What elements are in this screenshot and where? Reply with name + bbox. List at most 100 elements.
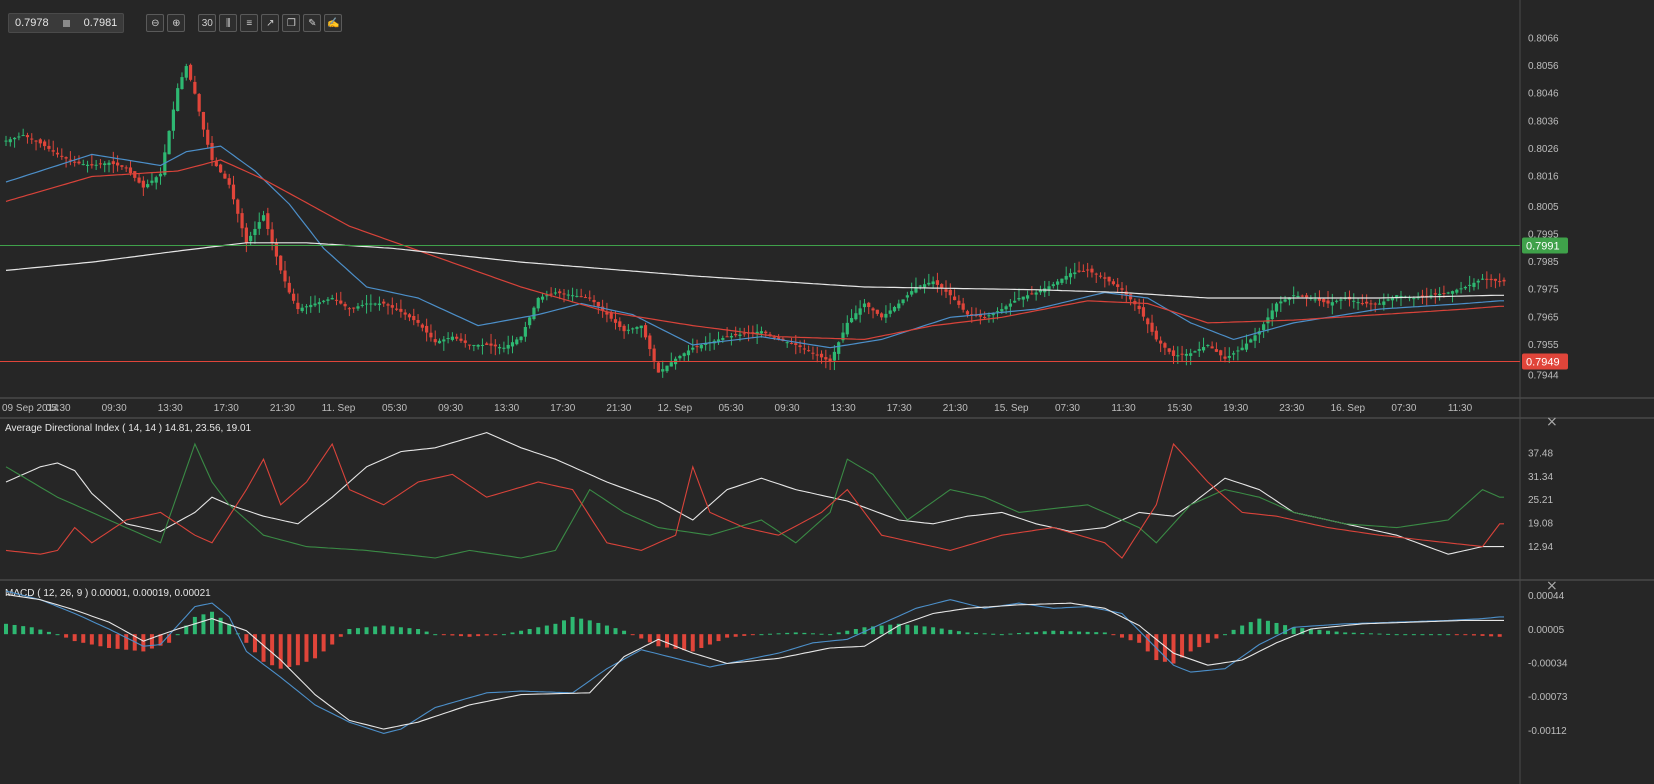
zoom-out-icon[interactable]: ⊖: [146, 14, 165, 32]
candle-body: [360, 304, 364, 306]
macd-histogram-bar: [424, 631, 429, 635]
macd-histogram-bar: [682, 634, 687, 651]
candle-body: [158, 173, 163, 177]
candle-body: [1249, 339, 1253, 343]
time-axis-tick: 05:30: [382, 403, 407, 414]
macd-histogram-bar: [1171, 634, 1176, 664]
macd-histogram-bar: [4, 623, 8, 635]
macd-axis-tick: -0.00073: [1528, 692, 1568, 703]
candle-body: [219, 164, 223, 173]
candle-body: [1313, 299, 1317, 301]
chart-type-candles-icon[interactable]: ⫼: [219, 14, 238, 32]
candle-body: [1395, 295, 1399, 299]
candle-body: [1000, 309, 1004, 312]
macd-histogram-bar: [1351, 632, 1356, 635]
timeframe-button[interactable]: 30: [198, 14, 217, 32]
candle-body: [583, 297, 588, 299]
macd-histogram-bar: [278, 634, 283, 669]
candle-body: [742, 333, 746, 335]
candle-body: [334, 299, 339, 301]
candle-body: [64, 157, 68, 159]
candle-body: [412, 315, 416, 321]
macd-histogram-bar: [1042, 631, 1047, 635]
candle-body: [1038, 290, 1043, 293]
time-axis-tick: 23:30: [1279, 403, 1304, 414]
candle-body: [983, 316, 987, 318]
zoom-in-icon[interactable]: ⊕: [167, 14, 186, 32]
candle-body: [931, 281, 935, 285]
macd-histogram-bar: [630, 634, 635, 636]
time-axis-tick: 07:30: [1055, 403, 1080, 414]
time-axis-tick: 12. Sep: [658, 403, 693, 414]
candle-body: [206, 129, 210, 145]
macd-histogram-bar: [768, 633, 773, 635]
macd-close-icon[interactable]: ×: [1546, 578, 1558, 594]
candle-body: [772, 336, 776, 338]
candle-body: [403, 312, 407, 315]
candle-body: [609, 312, 613, 319]
time-axis-tick: 05:30: [46, 403, 71, 414]
macd-histogram-bar: [484, 634, 489, 636]
candle-body: [377, 303, 382, 306]
candle-body: [952, 296, 957, 301]
candle-body: [34, 140, 38, 142]
time-axis-tick: 17:30: [887, 403, 912, 414]
copy-chart-icon[interactable]: ❐: [282, 14, 301, 32]
candle-body: [352, 307, 356, 309]
macd-histogram-bar: [115, 634, 120, 649]
candle-body: [1189, 353, 1193, 356]
candle-body: [188, 64, 193, 80]
macd-histogram-bar: [1094, 632, 1099, 635]
candle-body: [575, 295, 579, 297]
candle-body: [631, 328, 635, 330]
candle-body: [17, 136, 21, 138]
macd-histogram-bar: [647, 634, 652, 643]
candle-body: [437, 340, 442, 344]
macd-histogram-bar: [1231, 629, 1236, 635]
candle-body: [455, 336, 459, 339]
candle-body: [678, 356, 682, 359]
macd-histogram-bar: [1283, 625, 1288, 635]
macd-histogram-bar: [1300, 628, 1305, 635]
edit-drawing-icon[interactable]: ✎: [303, 14, 322, 32]
macd-histogram-bar: [939, 628, 944, 635]
candle-body: [1472, 282, 1476, 287]
macd-histogram-bar: [1051, 630, 1056, 635]
candle-body: [1184, 353, 1188, 356]
candle-body: [1223, 356, 1227, 359]
candle-body: [1279, 301, 1283, 304]
pen-icon[interactable]: ✍: [324, 14, 343, 32]
candle-body: [961, 303, 965, 310]
time-axis-tick: 11. Sep: [322, 403, 356, 414]
candle-body: [313, 303, 317, 306]
candle-body: [1214, 349, 1219, 352]
candle-body: [764, 331, 768, 334]
candle-body: [467, 344, 472, 346]
macd-histogram-bar: [304, 634, 309, 662]
adx-close-icon[interactable]: ×: [1546, 414, 1558, 430]
macd-histogram-bar: [716, 634, 721, 642]
candle-body: [940, 284, 944, 289]
candle-body: [862, 303, 867, 308]
candle-body: [1463, 286, 1467, 289]
macd-histogram-bar: [107, 634, 112, 648]
candle-body: [1322, 298, 1326, 303]
candle-body: [115, 162, 120, 166]
candle-body: [236, 199, 240, 214]
candle-body: [995, 311, 1000, 313]
line-study-icon[interactable]: ↗: [261, 14, 280, 32]
macd-histogram-bar: [210, 611, 215, 635]
macd-histogram-bar: [64, 634, 69, 638]
adx-axis-tick: 12.94: [1528, 542, 1553, 553]
candle-body: [523, 327, 527, 337]
macd-histogram-bar: [622, 630, 627, 635]
macd-histogram-bar: [707, 634, 712, 645]
macd-histogram-bar: [1446, 634, 1451, 636]
candle-body: [579, 296, 583, 298]
macd-histogram-bar: [1248, 622, 1253, 635]
indicators-icon[interactable]: ≡: [240, 14, 259, 32]
macd-histogram-bar: [871, 626, 876, 635]
candle-body: [300, 307, 304, 311]
macd-histogram-bar: [38, 629, 43, 635]
